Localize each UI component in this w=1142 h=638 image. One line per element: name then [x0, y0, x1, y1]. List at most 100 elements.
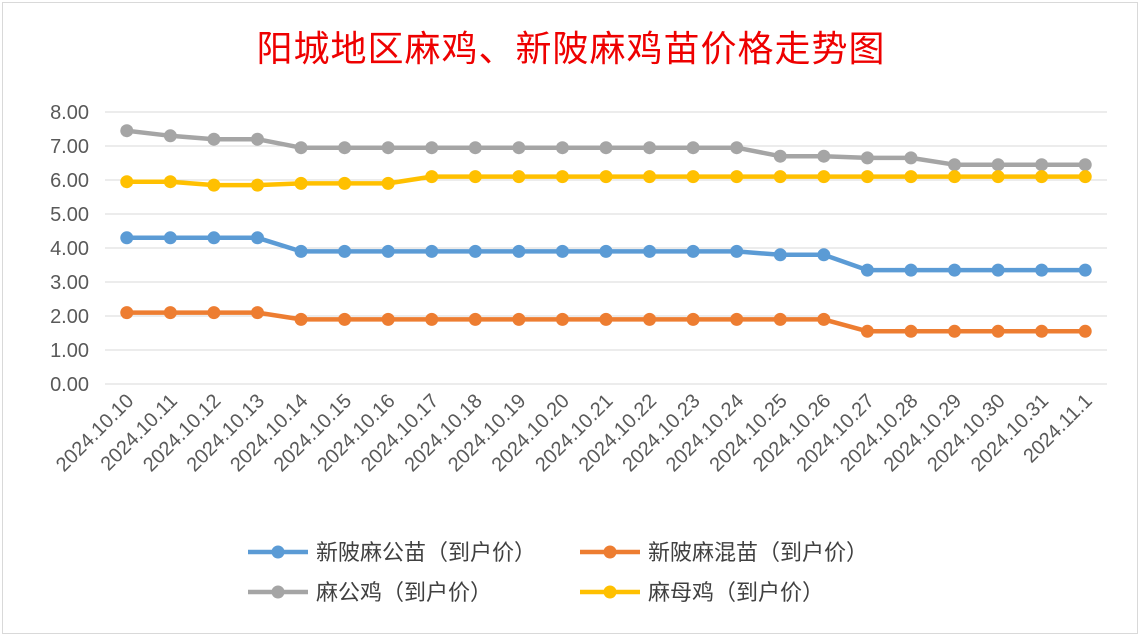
- series-0: [120, 231, 1092, 277]
- data-point: [381, 312, 395, 326]
- data-point: [207, 306, 221, 320]
- data-point: [120, 175, 134, 189]
- data-point: [338, 312, 352, 326]
- data-point: [860, 151, 874, 165]
- data-point: [120, 231, 134, 245]
- data-point: [512, 312, 526, 326]
- data-point: [948, 170, 962, 184]
- data-point: [468, 312, 482, 326]
- series-2: [120, 124, 1092, 172]
- data-point: [555, 170, 569, 184]
- data-point: [1078, 158, 1092, 172]
- legend-label: 麻母鸡（到户价）: [648, 581, 824, 606]
- legend-item: 新陂麻公苗（到户价）: [248, 541, 536, 566]
- data-point: [773, 312, 787, 326]
- data-point: [817, 149, 831, 163]
- y-tick-label: 0.00: [50, 374, 89, 396]
- data-point: [904, 263, 918, 277]
- data-point: [773, 248, 787, 262]
- legend-label: 新陂麻公苗（到户价）: [316, 541, 536, 566]
- data-point: [555, 244, 569, 258]
- data-point: [686, 312, 700, 326]
- legend-marker: [603, 545, 617, 559]
- data-point: [163, 129, 177, 143]
- y-tick-label: 3.00: [50, 272, 89, 294]
- data-point: [512, 141, 526, 155]
- data-point: [207, 178, 221, 192]
- y-tick-label: 5.00: [50, 204, 89, 226]
- data-point: [599, 244, 613, 258]
- legend: 新陂麻公苗（到户价） 新陂麻混苗（到户价） 麻公鸡（到户价） 麻母鸡（到户价）: [248, 541, 868, 606]
- data-point: [381, 244, 395, 258]
- data-point: [120, 124, 134, 138]
- data-point: [294, 312, 308, 326]
- data-point: [730, 170, 744, 184]
- data-point: [730, 312, 744, 326]
- series-1: [120, 306, 1092, 338]
- data-point: [425, 170, 439, 184]
- data-point: [207, 132, 221, 146]
- data-point: [773, 149, 787, 163]
- data-point: [338, 176, 352, 190]
- data-point: [381, 176, 395, 190]
- data-point: [1035, 158, 1049, 172]
- data-point: [425, 312, 439, 326]
- data-point: [948, 324, 962, 338]
- data-point: [381, 141, 395, 155]
- y-tick-label: 1.00: [50, 340, 89, 362]
- data-point: [991, 324, 1005, 338]
- data-point: [555, 141, 569, 155]
- data-point: [512, 170, 526, 184]
- data-point: [991, 170, 1005, 184]
- data-point: [294, 176, 308, 190]
- y-tick-label: 2.00: [50, 306, 89, 328]
- data-point: [686, 244, 700, 258]
- data-point: [425, 244, 439, 258]
- data-point: [468, 170, 482, 184]
- data-point: [1078, 324, 1092, 338]
- data-point: [1035, 170, 1049, 184]
- data-point: [294, 141, 308, 155]
- data-point: [250, 306, 264, 320]
- data-point: [643, 244, 657, 258]
- data-point: [860, 263, 874, 277]
- data-point: [250, 231, 264, 245]
- data-point: [817, 248, 831, 262]
- series-3: [120, 170, 1092, 192]
- data-point: [120, 306, 134, 320]
- data-point: [1035, 263, 1049, 277]
- data-point: [250, 132, 264, 146]
- data-point: [730, 141, 744, 155]
- data-point: [250, 178, 264, 192]
- data-point: [163, 231, 177, 245]
- data-point: [207, 231, 221, 245]
- data-point: [817, 170, 831, 184]
- data-point: [948, 158, 962, 172]
- y-tick-label: 8.00: [50, 102, 89, 124]
- data-point: [686, 141, 700, 155]
- data-point: [730, 244, 744, 258]
- data-point: [643, 141, 657, 155]
- series-lines: [120, 124, 1092, 338]
- data-point: [1078, 263, 1092, 277]
- data-point: [425, 141, 439, 155]
- data-point: [643, 170, 657, 184]
- legend-item: 新陂麻混苗（到户价）: [580, 541, 868, 566]
- data-point: [1078, 170, 1092, 184]
- legend-marker: [603, 585, 617, 599]
- y-tick-label: 4.00: [50, 238, 89, 260]
- data-point: [163, 306, 177, 320]
- data-point: [817, 312, 831, 326]
- legend-item: 麻公鸡（到户价）: [248, 581, 492, 606]
- data-point: [860, 170, 874, 184]
- data-point: [599, 170, 613, 184]
- legend-label: 新陂麻混苗（到户价）: [648, 541, 868, 566]
- data-point: [773, 170, 787, 184]
- data-point: [599, 141, 613, 155]
- data-point: [991, 158, 1005, 172]
- data-point: [904, 324, 918, 338]
- data-point: [991, 263, 1005, 277]
- data-point: [468, 141, 482, 155]
- legend-label: 麻公鸡（到户价）: [316, 581, 492, 606]
